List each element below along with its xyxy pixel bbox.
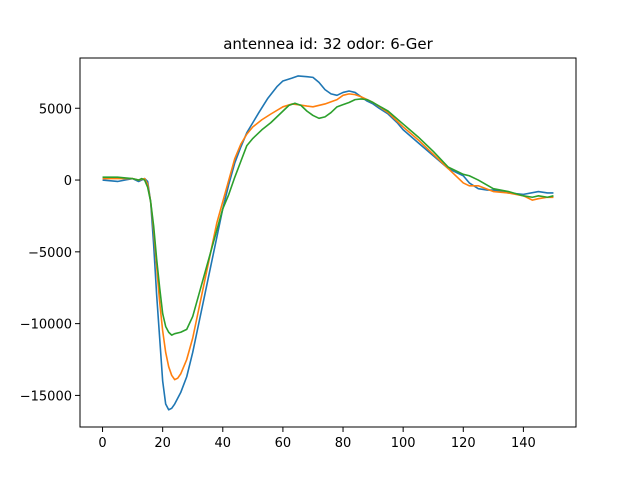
y-tick-label: −5000 [28,246,72,261]
y-tick-label: −15000 [20,389,72,404]
plot-area-frame [79,57,577,428]
x-tick-label: 60 [275,436,292,451]
y-tick-label: −10000 [20,318,72,333]
x-tick-label: 0 [98,436,106,451]
x-tick-label: 20 [154,436,171,451]
x-axis: 0 20 40 60 80 100 120 140 [98,427,536,451]
y-axis: −15000 −10000 −5000 0 5000 [20,102,80,404]
x-tick-label: 40 [215,436,232,451]
series-line-2 [102,93,554,381]
series-line-1 [102,75,554,411]
x-tick-label: 140 [511,436,536,451]
x-tick-label: 100 [391,436,416,451]
y-tick-label: 0 [64,174,72,189]
series-layer [102,75,554,411]
series-line-3 [102,98,554,336]
x-tick-label: 120 [451,436,476,451]
chart-title: antennea id: 32 odor: 6-Ger [223,35,433,53]
x-tick-label: 80 [335,436,352,451]
y-tick-label: 5000 [39,102,72,117]
